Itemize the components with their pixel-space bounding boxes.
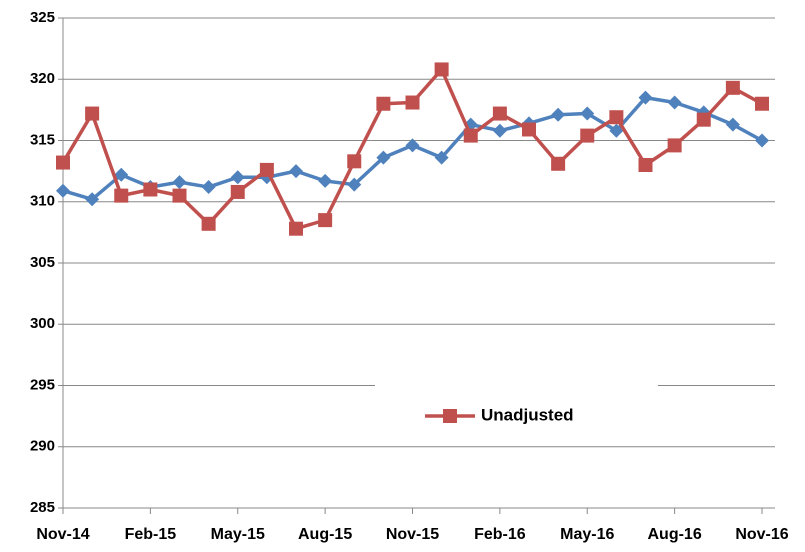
y-tick-label: 305	[30, 254, 55, 271]
marker	[725, 80, 740, 95]
x-tick-label: Feb-15	[125, 526, 177, 543]
y-tick-label: 290	[30, 438, 55, 455]
marker	[725, 117, 740, 132]
marker	[114, 188, 129, 203]
marker	[289, 164, 303, 179]
x-tick-label: Aug-15	[298, 526, 352, 543]
marker	[259, 162, 274, 177]
marker	[230, 170, 245, 185]
marker	[609, 123, 624, 138]
y-tick-label: 315	[30, 131, 55, 148]
marker	[755, 133, 769, 148]
marker	[201, 180, 216, 195]
x-tick-label: Feb-16	[474, 526, 526, 543]
marker	[434, 150, 449, 165]
marker	[114, 167, 129, 182]
legend: Unadjusted	[375, 380, 658, 446]
marker	[755, 96, 769, 111]
marker	[434, 62, 449, 77]
x-tick-label: Nov-14	[36, 526, 89, 543]
y-tick-label: 310	[30, 193, 55, 210]
x-tick-label: May-16	[560, 526, 614, 543]
y-tick-label: 325	[30, 9, 55, 26]
marker	[667, 138, 682, 153]
marker	[492, 106, 507, 121]
marker	[56, 183, 70, 198]
marker	[201, 216, 216, 231]
marker	[609, 110, 624, 125]
marker	[230, 184, 245, 199]
marker	[443, 409, 457, 423]
marker	[405, 138, 420, 153]
marker	[172, 175, 187, 190]
marker	[85, 192, 100, 207]
marker	[522, 122, 536, 137]
marker	[318, 173, 333, 188]
y-tick-label: 300	[30, 315, 55, 332]
marker	[289, 221, 303, 236]
marker	[376, 150, 391, 165]
x-tick-label: Nov-15	[386, 526, 439, 543]
marker	[638, 90, 653, 105]
marker	[580, 128, 595, 143]
marker	[405, 95, 420, 110]
legend-box	[375, 380, 658, 446]
y-tick-label: 295	[30, 376, 55, 393]
marker	[143, 182, 158, 197]
marker	[85, 106, 100, 121]
marker	[318, 213, 333, 228]
marker	[376, 96, 391, 111]
y-tick-label: 285	[30, 499, 55, 516]
marker	[667, 95, 682, 110]
y-tick-label: 320	[30, 70, 55, 87]
marker	[172, 188, 187, 203]
marker	[56, 155, 70, 170]
marker	[551, 156, 566, 171]
marker	[463, 128, 478, 143]
x-tick-label: May-15	[211, 526, 265, 543]
legend-label: Unadjusted	[481, 405, 574, 424]
marker	[638, 158, 653, 172]
marker	[347, 154, 362, 169]
marker	[551, 107, 566, 122]
marker	[492, 123, 507, 138]
x-tick-label: Aug-16	[648, 526, 702, 543]
x-tick-label: Nov-16	[735, 526, 788, 543]
marker	[696, 112, 711, 127]
marker	[580, 106, 595, 121]
marker	[347, 177, 362, 192]
